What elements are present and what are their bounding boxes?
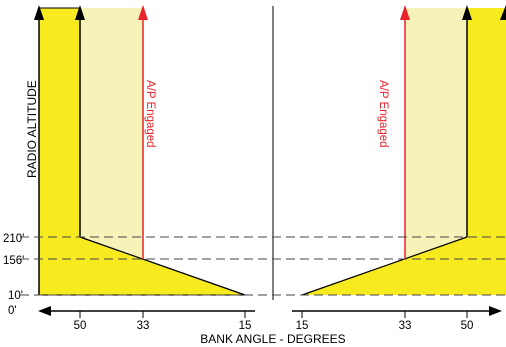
tick-label-right-33: 33	[399, 320, 412, 332]
altitude-label-0: 0'	[8, 305, 17, 317]
right-engaged-arrow-head-icon	[400, 5, 410, 20]
x-axis-label: BANK ANGLE - DEGREES	[200, 332, 345, 346]
bank-axis-right-arrow-icon	[489, 306, 502, 316]
left-limit-boundary-line	[79, 236, 246, 296]
altitude-label-210: 210'	[3, 233, 24, 245]
altitude-label-156: 156'	[3, 255, 24, 267]
tick-label-left-33: 33	[137, 320, 150, 332]
right-outer-arrow-head-icon	[500, 5, 506, 20]
tick-label-left-15: 15	[239, 320, 252, 332]
tick-label-right-50: 50	[461, 320, 474, 332]
y-axis-label: RADIO ALTITUDE	[25, 80, 39, 178]
altitude-label-10: 10'	[8, 290, 23, 302]
right-outer-limit-area	[302, 8, 506, 295]
bank-axis-left-arrow-icon	[38, 306, 51, 316]
tick-label-left-50: 50	[74, 320, 87, 332]
left-engaged-arrow-head-icon	[138, 5, 148, 20]
engaged-label-right: A/P Engaged	[377, 80, 389, 148]
tick-label-right-15: 15	[296, 320, 309, 332]
left-inner-limit-area	[80, 8, 143, 259]
right-limit-boundary-line	[301, 236, 468, 296]
engaged-label-left: A/P Engaged	[144, 80, 156, 148]
left-outer-arrow-head-icon	[34, 5, 44, 20]
right-inner-arrow-head-icon	[462, 5, 472, 20]
left-inner-arrow-head-icon	[75, 5, 85, 20]
right-inner-limit-area	[405, 8, 467, 259]
